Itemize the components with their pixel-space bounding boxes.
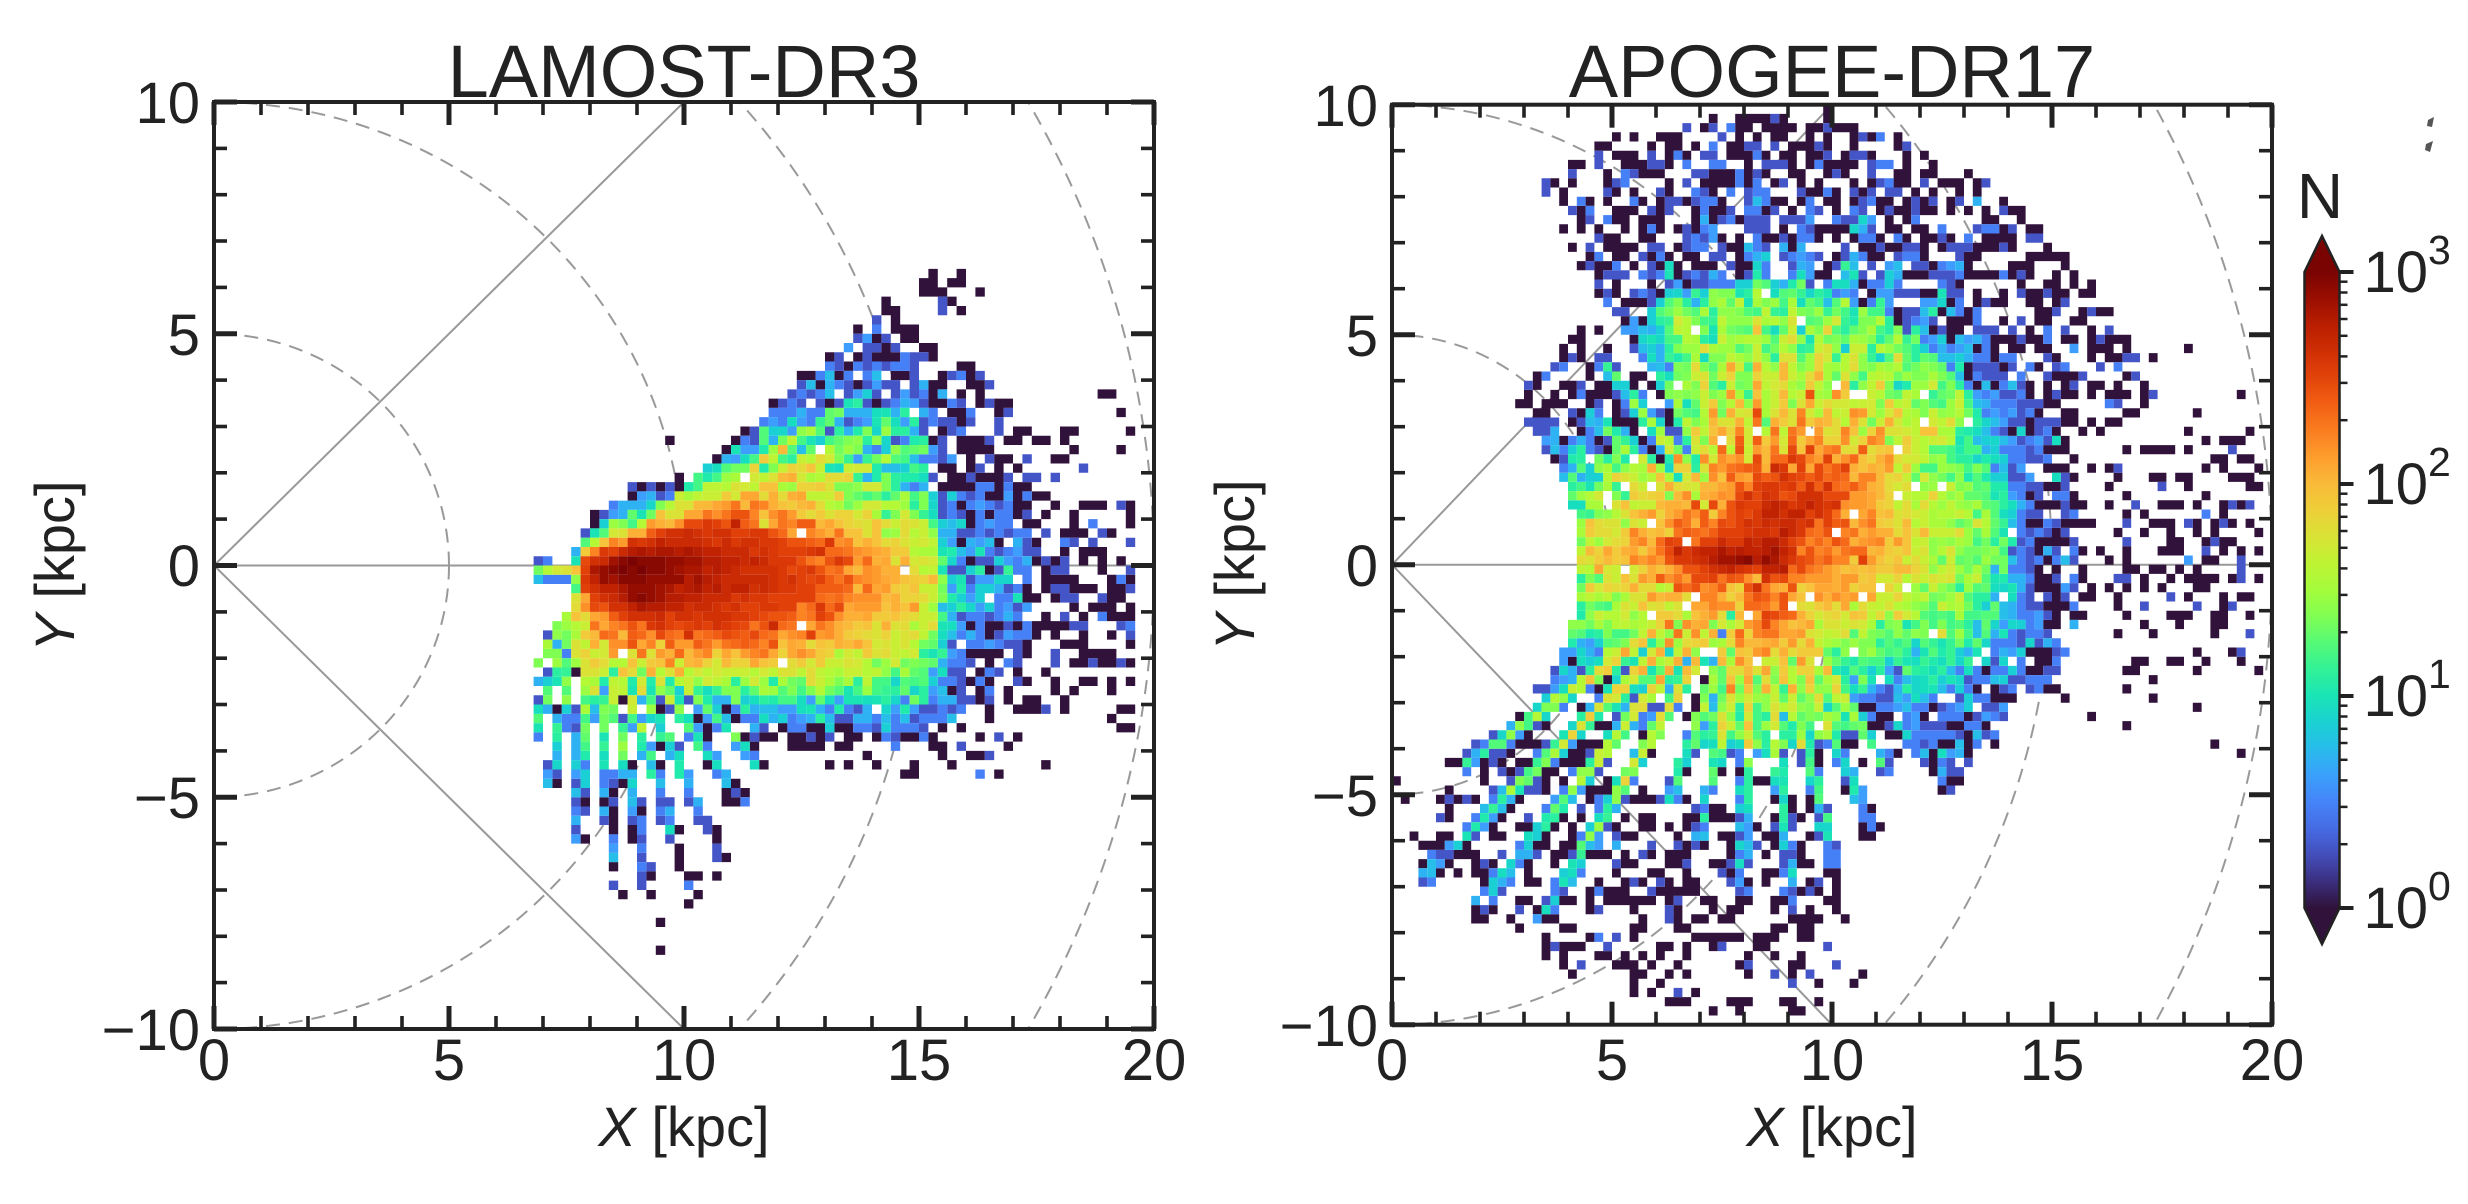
svg-text:10: 10	[1800, 1028, 1865, 1093]
svg-text:N: N	[2297, 160, 2343, 232]
svg-text:5: 5	[1346, 304, 1378, 369]
svg-text:−5: −5	[134, 766, 200, 831]
svg-text:5: 5	[168, 303, 200, 368]
svg-text:5: 5	[1596, 1028, 1628, 1093]
svg-text:0: 0	[1346, 534, 1378, 599]
svg-text:15: 15	[887, 1028, 952, 1093]
svg-text:−10: −10	[102, 998, 200, 1063]
svg-text:0: 0	[168, 534, 200, 599]
svg-text:−10: −10	[1280, 994, 1378, 1059]
svg-text:APOGEE-DR17: APOGEE-DR17	[1569, 30, 2095, 113]
svg-text:X [kpc]: X [kpc]	[1744, 1095, 1917, 1158]
svg-text:100: 100	[2364, 863, 2451, 941]
svg-text:101: 101	[2364, 651, 2451, 729]
svg-text:0: 0	[1376, 1028, 1408, 1093]
svg-text:X [kpc]: X [kpc]	[596, 1095, 769, 1158]
svg-text:20: 20	[1122, 1028, 1187, 1093]
svg-text:LAMOST-DR3: LAMOST-DR3	[448, 30, 921, 113]
svg-text:15: 15	[2020, 1028, 2085, 1093]
svg-text:5: 5	[433, 1028, 465, 1093]
svg-text:Y [kpc]: Y [kpc]	[23, 480, 86, 651]
svg-text:0: 0	[198, 1028, 230, 1093]
svg-text:20: 20	[2240, 1028, 2305, 1093]
svg-text:10: 10	[652, 1028, 717, 1093]
svg-text:Y [kpc]: Y [kpc]	[1203, 479, 1266, 650]
svg-text:10: 10	[1313, 74, 1378, 139]
svg-text:−5: −5	[1312, 764, 1378, 829]
svg-text:10: 10	[135, 71, 200, 136]
